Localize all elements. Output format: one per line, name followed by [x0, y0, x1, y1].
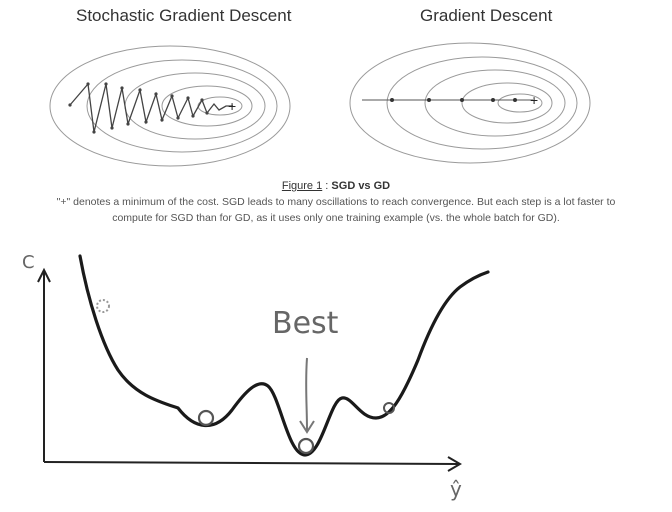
gd-contour-ring — [349, 42, 591, 164]
figure-title: SGD vs GD — [331, 180, 391, 192]
sgd-path-points — [68, 82, 209, 134]
sgd-minimum-marker: + — [228, 98, 236, 114]
gd-contour-ring — [461, 82, 553, 124]
best-arrow-head — [299, 420, 315, 434]
gd-contour-ring — [386, 56, 578, 150]
figure-caption: Figure 1 : SGD vs GD — [0, 180, 672, 192]
gd-path-points — [390, 98, 517, 102]
gd-contour-ring — [497, 93, 543, 113]
global-minimum-ball-icon — [297, 437, 315, 455]
figure-separator: : — [325, 180, 329, 192]
y-axis-label: C — [22, 252, 35, 273]
best-arrow-icon — [305, 357, 308, 431]
x-axis-label: ŷ — [450, 477, 462, 501]
right-minimum-ball-icon — [383, 402, 395, 414]
sgd-contour-ring — [86, 59, 278, 153]
start-ball-icon — [96, 299, 110, 313]
loss-sketch: C ŷ Best — [22, 252, 490, 501]
x-axis-arrow — [447, 456, 462, 472]
sgd-contour-ring — [161, 85, 253, 127]
x-axis — [43, 461, 459, 465]
cost-curve — [78, 254, 490, 457]
caption-line-1: "+" denotes a minimum of the cost. SGD l… — [56, 196, 616, 208]
gd-contour-plot — [349, 42, 591, 164]
local-minimum-ball-icon — [197, 409, 215, 427]
sgd-contour-plot — [49, 45, 291, 167]
sgd-title: Stochastic Gradient Descent — [76, 6, 292, 25]
figure-label: Figure 1 — [281, 180, 323, 192]
gd-minimum-marker: + — [530, 92, 538, 108]
sgd-contour-ring — [49, 45, 291, 167]
y-axis-arrow — [37, 267, 51, 283]
best-annotation: Best — [272, 306, 339, 341]
sgd-path — [69, 82, 233, 133]
gd-contour-ring — [424, 69, 566, 137]
caption-line-2: compute for SGD than for GD, as it uses … — [112, 212, 560, 224]
sgd-contour-ring — [124, 72, 266, 140]
gd-title: Gradient Descent — [420, 6, 553, 25]
